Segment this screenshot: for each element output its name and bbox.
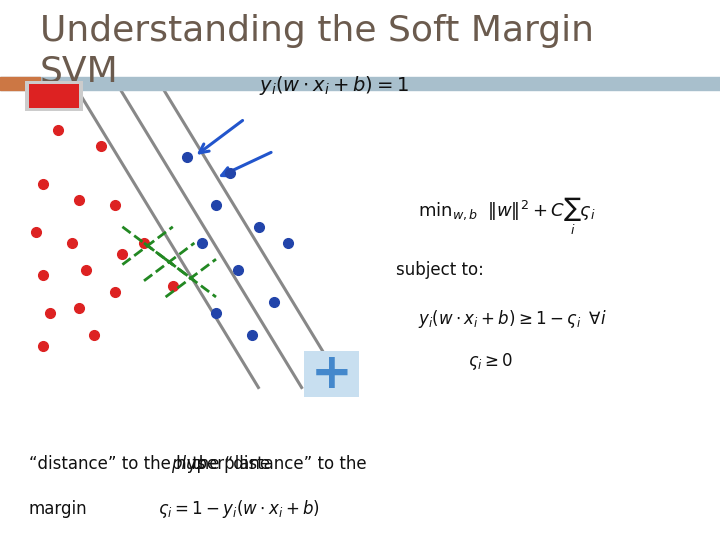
FancyBboxPatch shape bbox=[25, 81, 83, 111]
Text: $y_i(w \cdot x_i + b) \geq 1 - \varsigma_i \;\; \forall i$: $y_i(w \cdot x_i + b) \geq 1 - \varsigma… bbox=[418, 308, 606, 329]
Text: Understanding the Soft Margin: Understanding the Soft Margin bbox=[40, 14, 593, 48]
Text: “distance” to the hyperplane: “distance” to the hyperplane bbox=[29, 455, 275, 474]
Text: $y_i(w \cdot x_i + b) = 1$: $y_i(w \cdot x_i + b) = 1$ bbox=[259, 74, 409, 97]
Text: subject to:: subject to: bbox=[396, 261, 484, 279]
FancyBboxPatch shape bbox=[29, 84, 79, 108]
Bar bbox=[0, 77, 720, 90]
FancyBboxPatch shape bbox=[304, 351, 359, 397]
Text: $\varsigma_i = 1 - y_i(w \cdot x_i + b)$: $\varsigma_i = 1 - y_i(w \cdot x_i + b)$ bbox=[158, 498, 320, 519]
Text: margin: margin bbox=[29, 500, 87, 518]
Text: $\mathrm{min}_{w,b}\;\; \|w\|^2 + C\sum_i \varsigma_i$: $\mathrm{min}_{w,b}\;\; \|w\|^2 + C\sum_… bbox=[418, 195, 595, 237]
Text: the “distance” to the: the “distance” to the bbox=[187, 455, 367, 474]
Text: $\varsigma_i \geq 0$: $\varsigma_i \geq 0$ bbox=[468, 352, 513, 372]
Text: SVM: SVM bbox=[40, 54, 118, 88]
Text: +: + bbox=[310, 350, 352, 397]
Bar bbox=[0, 77, 40, 90]
Text: plus: plus bbox=[171, 455, 205, 474]
